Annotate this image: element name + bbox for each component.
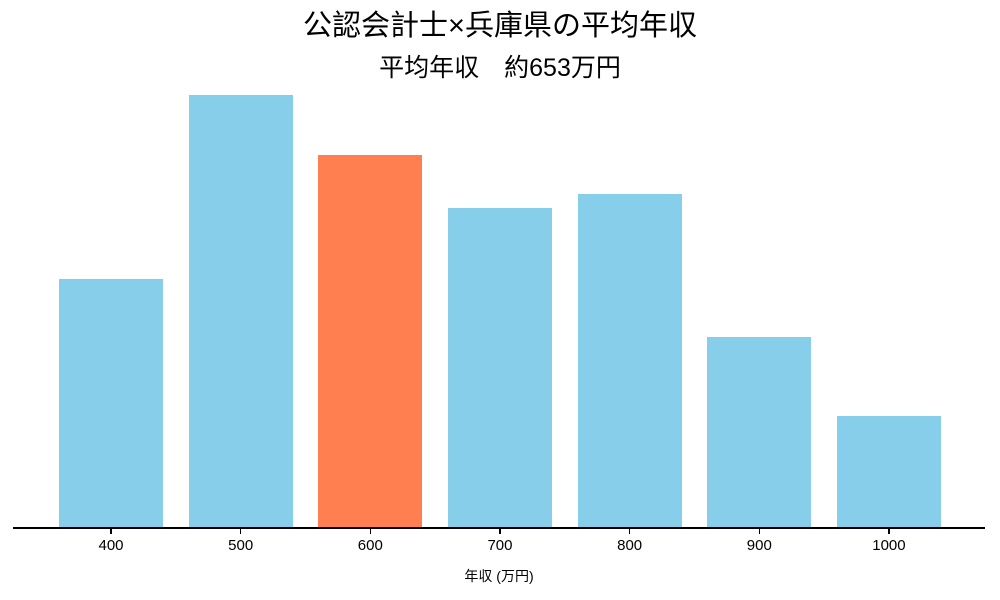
bar-700 (447, 208, 552, 528)
bar-1000 (836, 415, 941, 528)
bar-400 (59, 279, 163, 528)
bar-600 (318, 155, 423, 528)
tick-mark-500 (239, 528, 242, 534)
chart-subtitle: 平均年収 約653万円 (379, 54, 621, 82)
tick-label-1000: 1000 (872, 536, 906, 554)
bar-800 (577, 194, 682, 528)
x-axis-ticks: 400 500 600 700 800 900 1000 (59, 528, 941, 554)
tick-mark-700 (499, 528, 501, 534)
tick-label-500: 500 (228, 536, 254, 554)
tick-label-800: 800 (617, 536, 643, 554)
tick-slot-700: 700 (448, 528, 552, 554)
tick-label-700: 700 (487, 536, 513, 554)
tick-slot-400: 400 (59, 528, 163, 554)
tick-mark-1000 (888, 528, 890, 534)
tick-mark-900 (758, 528, 761, 534)
bar-500 (188, 95, 293, 528)
tick-mark-400 (110, 528, 112, 534)
tick-label-600: 600 (357, 536, 383, 554)
tick-label-900: 900 (746, 536, 772, 554)
tick-label-400: 400 (98, 536, 124, 554)
x-axis-label: 年収 (万円) (464, 568, 534, 584)
x-axis-line (13, 527, 985, 529)
bar-900 (707, 337, 812, 528)
tick-slot-800: 800 (578, 528, 682, 554)
bars-container (59, 95, 941, 528)
tick-mark-800 (628, 528, 631, 534)
chart-title: 公認会計士×兵庫県の平均年収 (303, 10, 697, 42)
tick-slot-600: 600 (318, 528, 422, 554)
tick-slot-500: 500 (189, 528, 293, 554)
tick-mark-600 (369, 528, 372, 534)
tick-slot-900: 900 (707, 528, 811, 554)
tick-slot-1000: 1000 (837, 528, 941, 554)
